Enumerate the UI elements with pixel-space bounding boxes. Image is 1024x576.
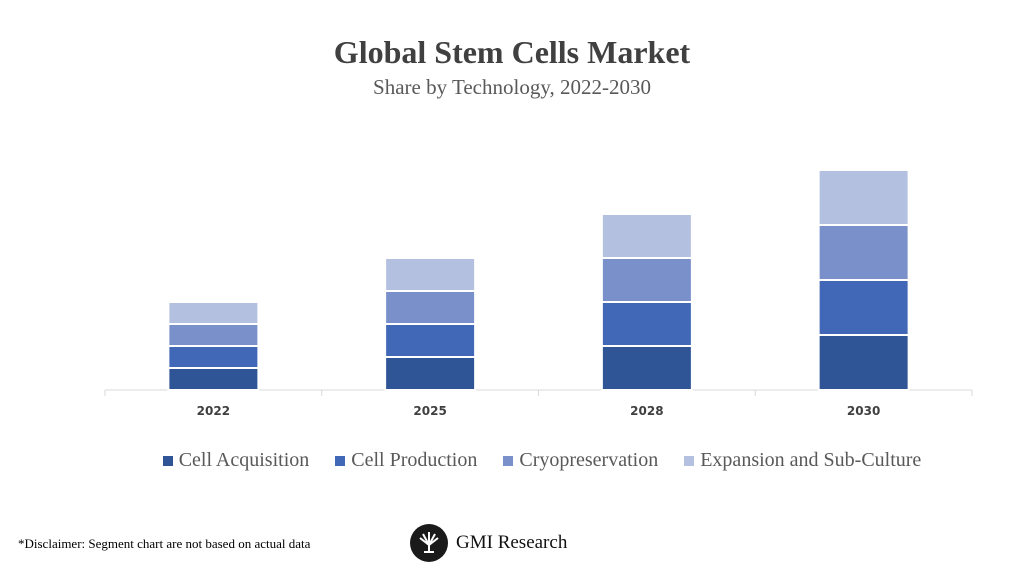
brand-name: GMI Research — [456, 532, 568, 553]
chart-subtitle: Share by Technology, 2022-2030 — [373, 75, 651, 99]
legend: Cell Acquisition Cell Production Cryoprese… — [0, 449, 1024, 472]
legend-item: Cryopreservation — [503, 449, 658, 472]
x-tick-label: 2025 — [413, 404, 446, 418]
legend-label: Cell Acquisition — [178, 449, 310, 471]
bar-segment-expansion-and-sub-culture-2028 — [600, 213, 693, 259]
bar-segment-cell-acquisition-2022 — [167, 367, 260, 391]
bar-segment-cell-production-2028 — [600, 301, 693, 347]
disclaimer: *Disclaimer: Segment chart are not based… — [18, 536, 311, 551]
legend-item: Cell Production — [335, 449, 477, 472]
legend-label: Expansion and Sub-Culture — [700, 449, 922, 471]
bar-segment-expansion-and-sub-culture-2022 — [167, 301, 260, 325]
bar-segment-cell-production-2022 — [167, 345, 260, 369]
legend-label: Cell Production — [351, 449, 478, 471]
bar-segment-cell-production-2025 — [384, 323, 477, 358]
bar-segment-cryopreservation-2022 — [167, 323, 260, 347]
legend-swatch — [162, 455, 173, 466]
legend-label: Cryopreservation — [519, 449, 659, 471]
bar-segment-cell-production-2030 — [817, 279, 910, 336]
bar-segment-expansion-and-sub-culture-2030 — [817, 169, 910, 226]
bar-segment-expansion-and-sub-culture-2025 — [384, 257, 477, 292]
x-tick-label: 2022 — [197, 404, 230, 418]
bar-segment-cryopreservation-2028 — [600, 257, 693, 303]
brand-logo: GMI Research — [410, 524, 567, 562]
bar-segment-cell-acquisition-2028 — [600, 345, 693, 391]
legend-item: Expansion and Sub-Culture — [684, 449, 921, 472]
bar-segment-cryopreservation-2030 — [817, 224, 910, 281]
stacked-bar-chart: 2022 2025 2028 2030 — [104, 169, 973, 418]
legend-swatch — [503, 455, 514, 466]
bar-segment-cell-acquisition-2030 — [817, 334, 910, 391]
x-tick-label: 2030 — [847, 404, 880, 418]
chart-title: Global Stem Cells Market — [333, 34, 691, 70]
legend-swatch — [335, 455, 346, 466]
legend-swatch — [684, 455, 695, 466]
legend-item: Cell Acquisition — [162, 449, 310, 472]
x-tick-label: 2028 — [630, 404, 663, 418]
bar-segment-cell-acquisition-2025 — [384, 356, 477, 391]
bar-segment-cryopreservation-2025 — [384, 290, 477, 325]
gmi-logo-icon — [410, 524, 448, 562]
